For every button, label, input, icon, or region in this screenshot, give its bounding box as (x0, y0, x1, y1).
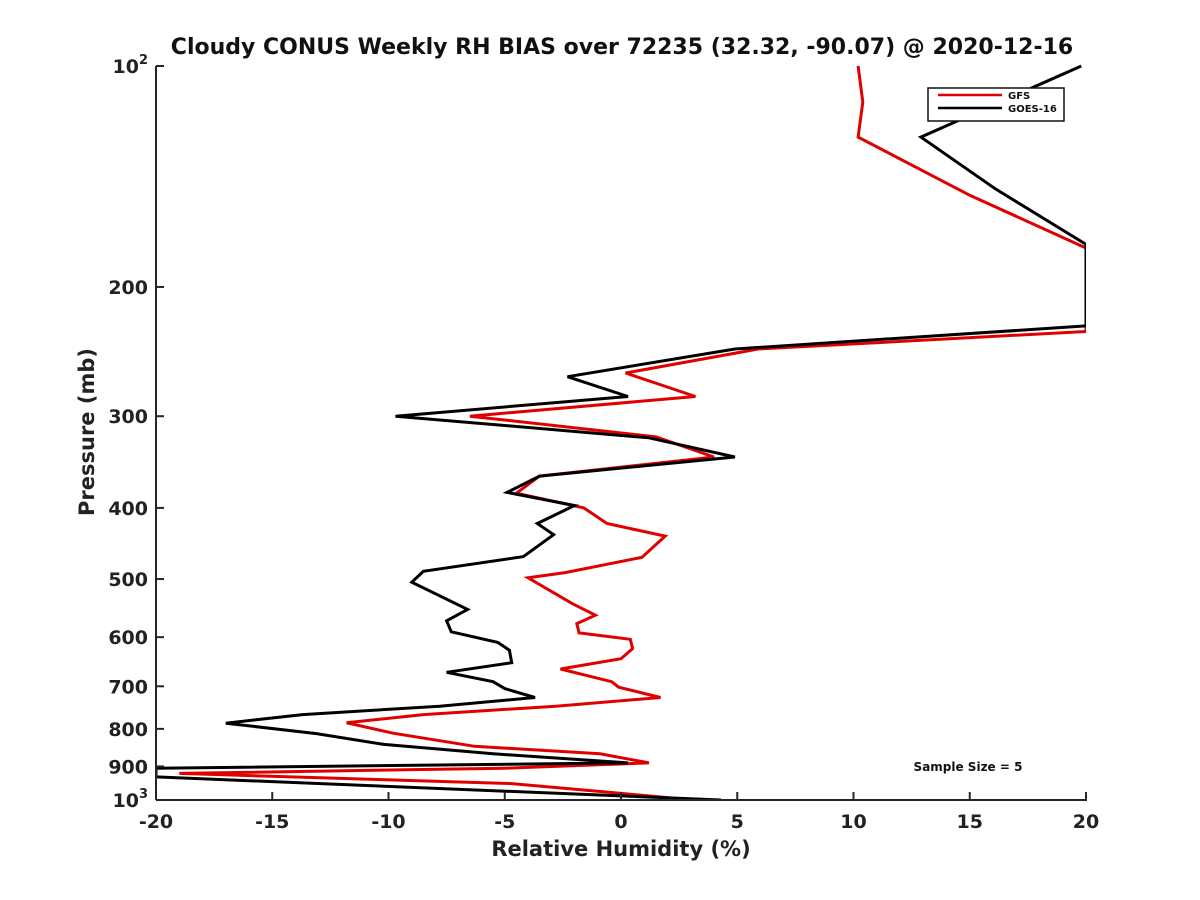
legend: GFS GOES-16 (927, 87, 1065, 122)
sample-size-annotation: Sample Size = 5 (914, 760, 1023, 774)
series-layer (156, 64, 1086, 800)
x-tick-label: -5 (494, 811, 515, 833)
x-tick-label: -15 (255, 811, 289, 833)
x-tick-label: 0 (614, 811, 627, 833)
x-tick-label: 5 (731, 811, 744, 833)
y-tick-label: 300 (108, 406, 148, 428)
y-tick-label: 400 (108, 498, 148, 520)
legend-label-goes-16: GOES-16 (1008, 104, 1057, 115)
series-line-gfs (179, 65, 1086, 800)
y-tick-label: 600 (108, 627, 148, 649)
x-tick-label: 10 (840, 811, 866, 833)
x-axis-label: Relative Humidity (%) (491, 837, 750, 861)
x-tick-label: -10 (371, 811, 405, 833)
x-tick-label: 20 (1073, 811, 1099, 833)
y-axis-label: Pressure (mb) (75, 348, 99, 516)
x-tick-label: -20 (139, 811, 173, 833)
chart-title: Cloudy CONUS Weekly RH BIAS over 72235 (… (171, 35, 1073, 60)
legend-label-gfs: GFS (1008, 91, 1030, 102)
y-tick-label: 900 (108, 756, 148, 778)
y-tick-label: 800 (108, 719, 148, 741)
y-tick-label: 200 (108, 277, 148, 299)
y-tick-label: 102 (113, 53, 149, 78)
x-tick-label: 15 (957, 811, 983, 833)
y-tick-label: 700 (108, 676, 148, 698)
y-tick-label: 500 (108, 569, 148, 591)
legend-box (927, 87, 1065, 122)
y-tick-label: 103 (113, 787, 149, 812)
ticks-layer: -20 -15 -10 -5 0 5 10 15 20 102 200 300 400 500 600 700… (108, 53, 1099, 833)
series-line-goes-16 (156, 64, 1086, 800)
